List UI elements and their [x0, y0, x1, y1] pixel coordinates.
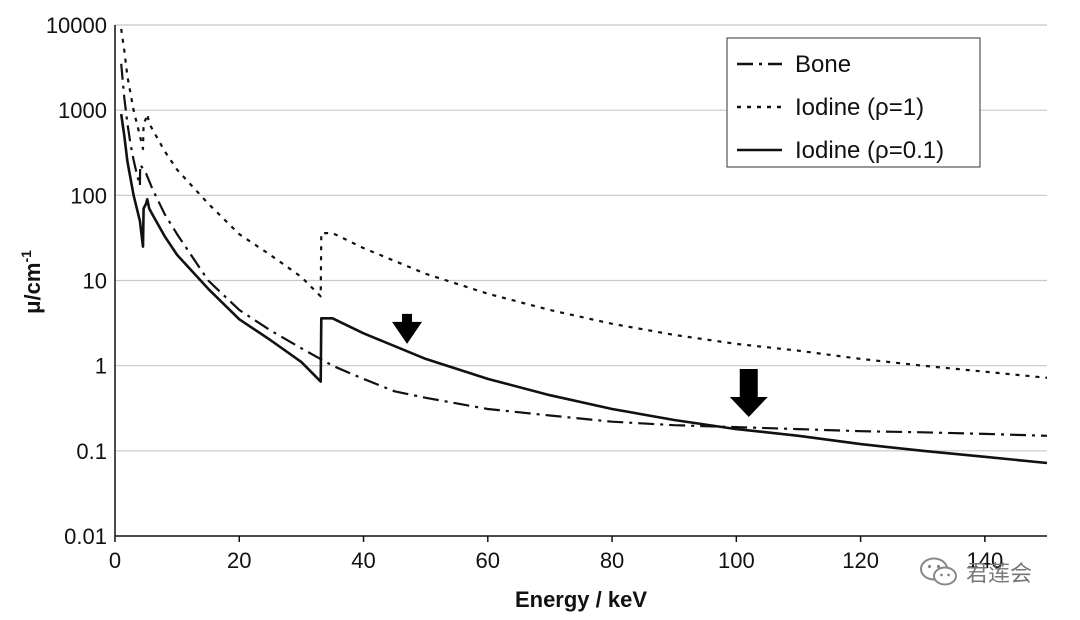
- y-tick-label: 0.1: [76, 439, 107, 464]
- x-tick-labels: 0 20 40 60 80 100 120 140: [109, 536, 1003, 573]
- y-axis-title-main: μ/cm: [20, 263, 45, 314]
- y-tick-label: 0.01: [64, 524, 107, 549]
- y-tick-labels: 0.01 0.1 1 10 100 1000 10000: [46, 13, 107, 549]
- y-tick-label: 10000: [46, 13, 107, 38]
- y-tick-label: 1: [95, 354, 107, 379]
- y-axis-title-superscript: -1: [18, 250, 34, 263]
- legend: Bone Iodine (ρ=1) Iodine (ρ=0.1): [727, 38, 980, 167]
- x-tick-label: 80: [600, 548, 624, 573]
- x-tick-label: 100: [718, 548, 755, 573]
- legend-label-2: Iodine (ρ=1): [795, 94, 924, 121]
- y-tick-label: 100: [70, 183, 107, 208]
- y-axis-title: μ/cm-1: [18, 250, 45, 314]
- x-axis-title: Energy / keV: [515, 587, 647, 612]
- y-axis-title-group: μ/cm-1: [18, 250, 45, 314]
- x-tick-label: 20: [227, 548, 251, 573]
- watermark: 君莲会: [918, 556, 1032, 588]
- x-tick-label: 120: [842, 548, 879, 573]
- legend-label-3: Iodine (ρ=0.1): [795, 137, 944, 164]
- chart: 0 20 40 60 80 100 120 140 0.010.111010010001000…: [0, 0, 1080, 620]
- arrow-annotation-1: [392, 314, 422, 344]
- wechat-icon: [918, 556, 960, 588]
- x-tick-label: 0: [109, 548, 121, 573]
- x-tick-label: 40: [351, 548, 375, 573]
- y-tick-label: 1000: [58, 98, 107, 123]
- watermark-text: 君莲会: [966, 556, 1032, 588]
- legend-label-1: Bone: [795, 51, 851, 78]
- arrow-annotation-2: [730, 369, 768, 417]
- y-tick-label: 10: [83, 269, 107, 294]
- x-tick-label: 60: [476, 548, 500, 573]
